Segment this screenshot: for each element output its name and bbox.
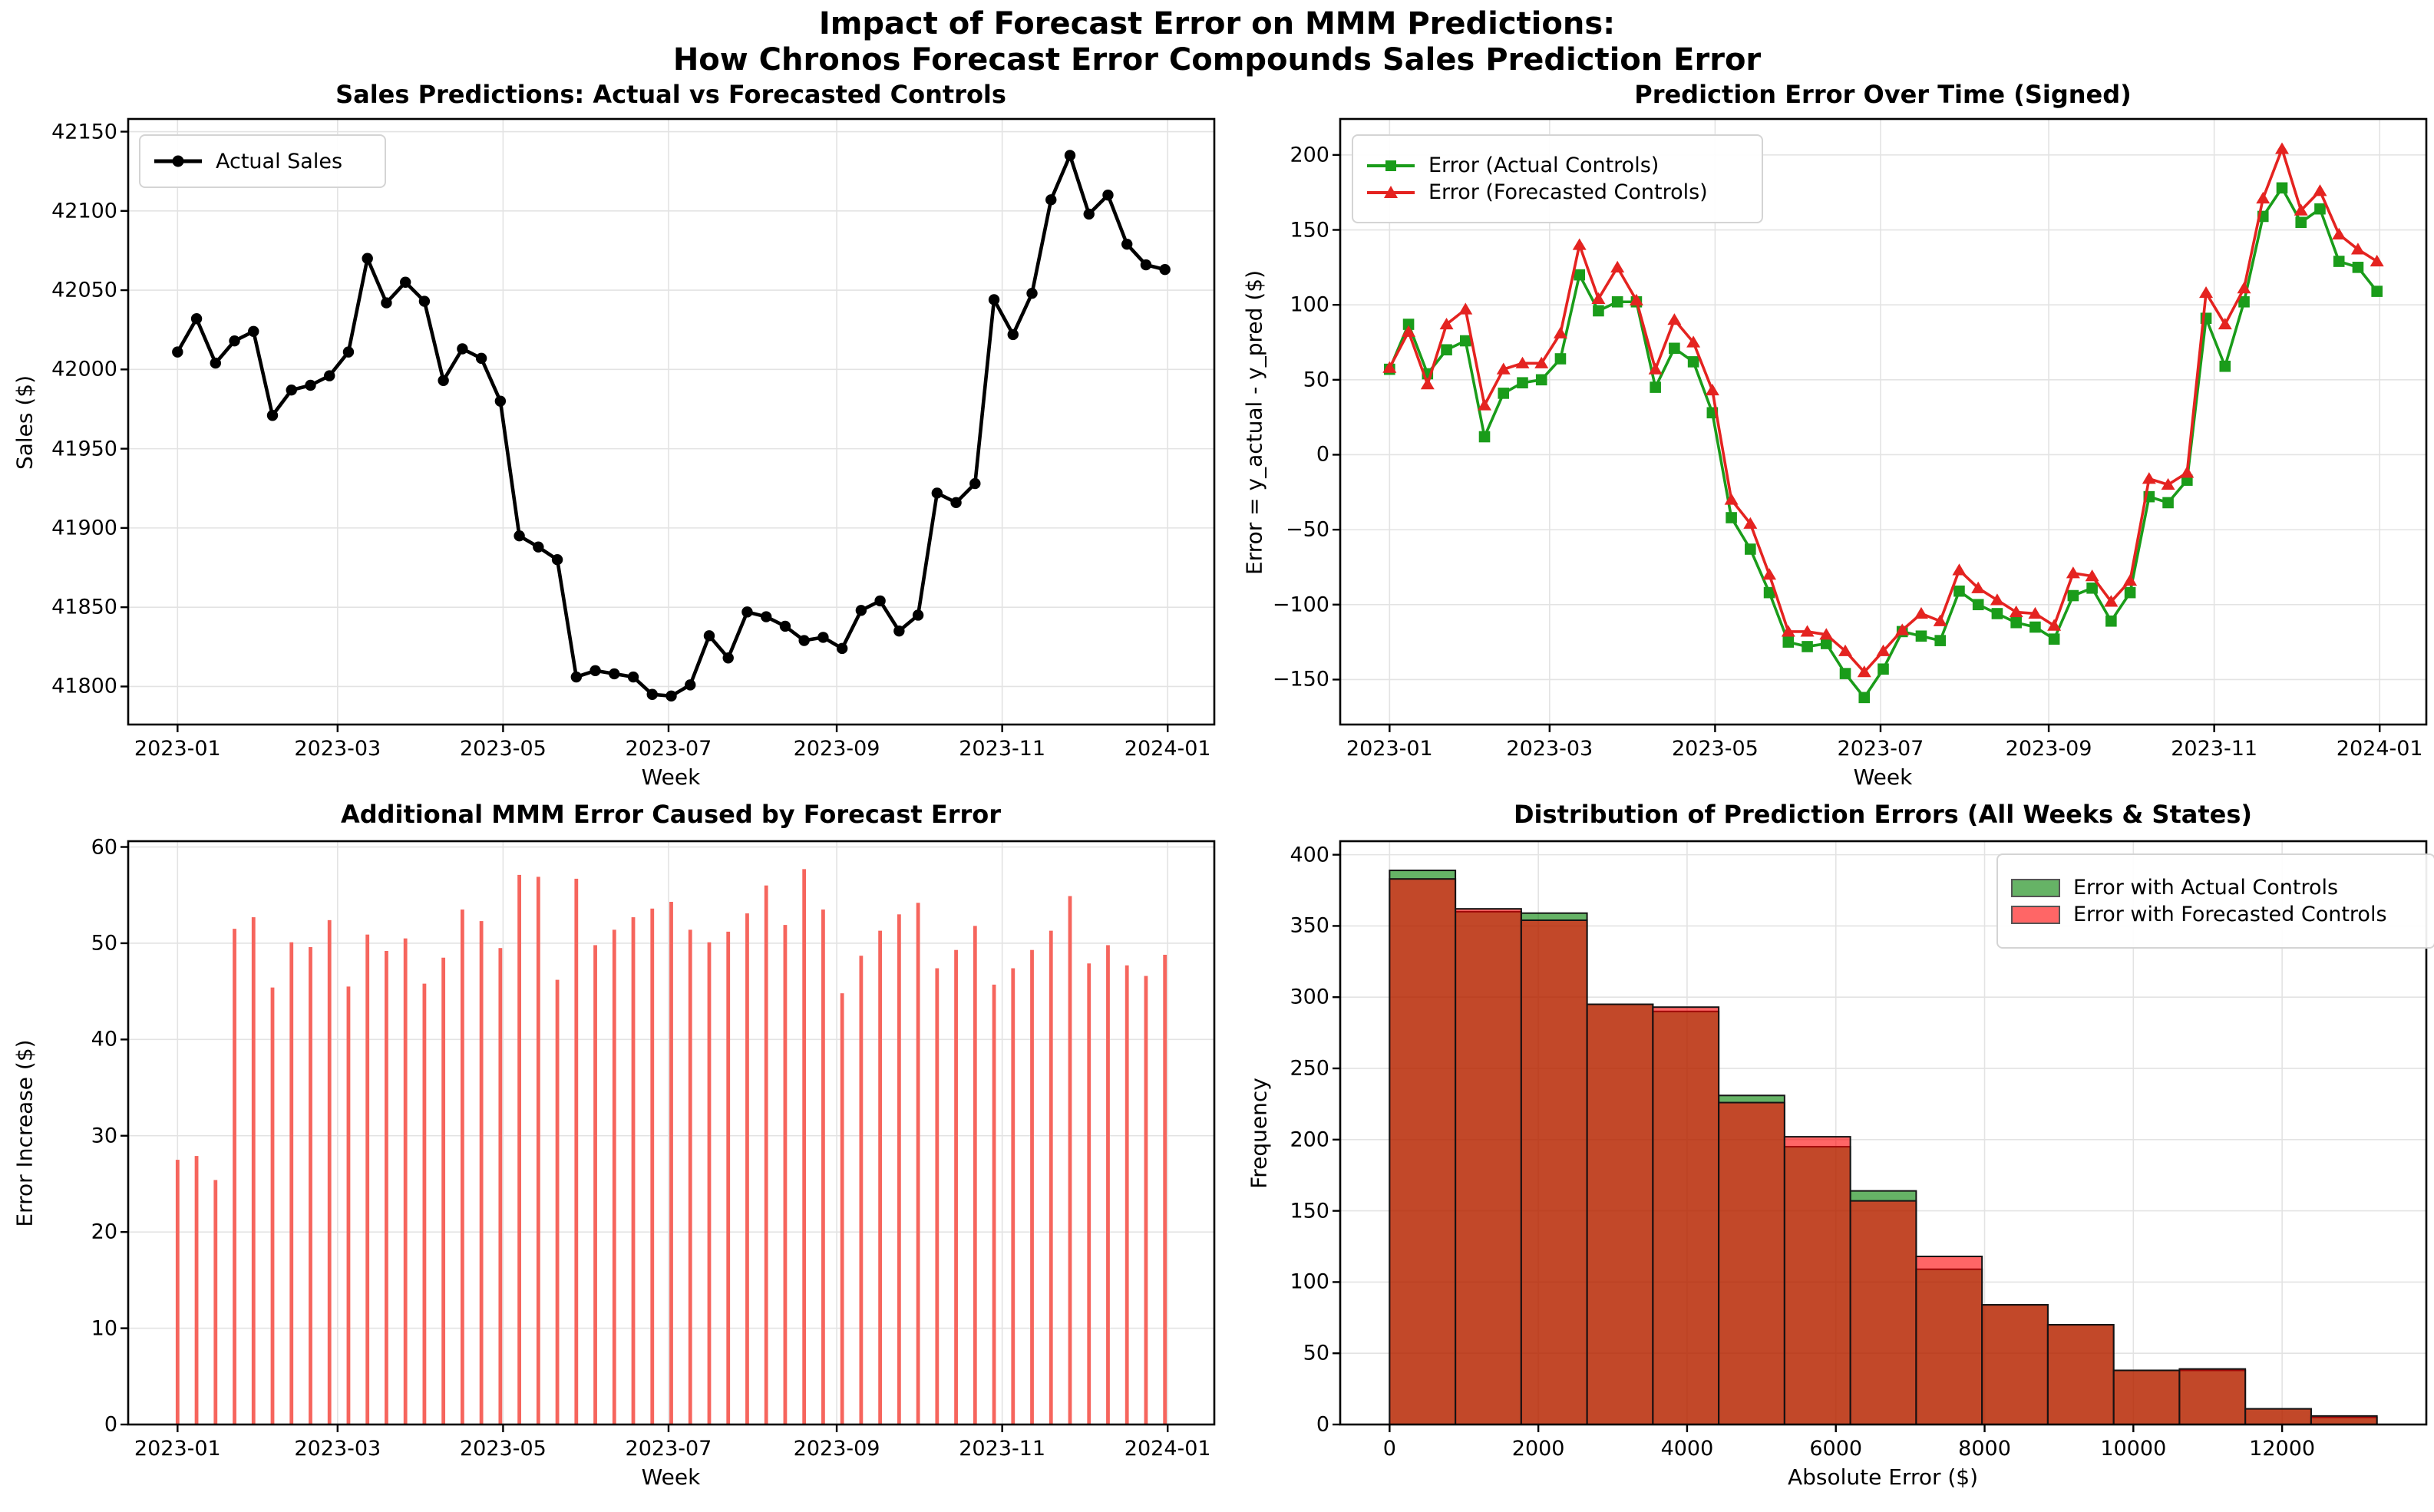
- legend-item: Error with Forecasted Controls: [2010, 903, 2422, 926]
- x-tick-label: 2023-11: [959, 1437, 1046, 1461]
- figure-title: Impact of Forecast Error on MMM Predicti…: [0, 6, 2434, 78]
- legend-marker-icon: [1367, 185, 1415, 198]
- x-tick-label: 4000: [1660, 1437, 1714, 1461]
- x-tick-label: 2023-05: [1671, 737, 1759, 761]
- legend-label: Error (Forecasted Controls): [1428, 180, 1708, 204]
- legend-marker-icon: [154, 155, 202, 167]
- legend-label: Error with Actual Controls: [2073, 876, 2339, 900]
- hist-chart-title: Distribution of Prediction Errors (All W…: [1513, 800, 2253, 829]
- y-tick-label: 41800: [51, 674, 117, 698]
- y-tick-label: 42050: [51, 278, 117, 302]
- x-tick-label: 2023-11: [959, 737, 1046, 761]
- x-tick-label: 2023-01: [134, 737, 221, 761]
- y-tick-label: 0: [104, 1412, 117, 1437]
- y-tick-label: 50: [91, 931, 117, 956]
- sales-x-axis-label: Week: [641, 764, 701, 790]
- y-tick-label: 200: [1290, 143, 1329, 167]
- legend-patch-icon: [2011, 878, 2060, 897]
- y-tick-label: −100: [1272, 593, 1329, 617]
- x-tick-label: 2000: [1511, 1437, 1565, 1461]
- y-tick-label: 150: [1290, 1199, 1329, 1223]
- error-x-axis-label: Week: [1853, 764, 1913, 790]
- x-tick-label: 2023-03: [294, 737, 381, 761]
- x-tick-label: 0: [1382, 1437, 1396, 1461]
- x-tick-label: 2023-11: [2171, 737, 2258, 761]
- y-tick-label: 0: [1316, 442, 1329, 467]
- y-tick-label: 30: [91, 1124, 117, 1148]
- figure-title-line1: Impact of Forecast Error on MMM Predicti…: [818, 6, 1616, 41]
- sales-legend: Actual Sales: [139, 134, 386, 188]
- legend-label: Error (Actual Controls): [1428, 154, 1660, 177]
- x-tick-label: 2023-07: [625, 737, 712, 761]
- x-tick-label: 2024-01: [2336, 737, 2423, 761]
- x-tick-label: 2023-09: [2005, 737, 2092, 761]
- y-tick-label: −150: [1272, 667, 1329, 692]
- x-tick-label: 2023-05: [459, 737, 547, 761]
- x-tick-label: 8000: [1958, 1437, 2011, 1461]
- error-y-axis-label: Error = y_actual - y_pred ($): [1241, 270, 1267, 576]
- x-tick-label: 2023-05: [459, 1437, 547, 1461]
- x-tick-label: 2023-01: [1346, 737, 1433, 761]
- y-tick-label: 50: [1303, 1341, 1329, 1365]
- legend-item: Error (Forecasted Controls): [1366, 180, 1749, 204]
- y-tick-label: 100: [1290, 292, 1329, 317]
- figure-title-line2: How Chronos Forecast Error Compounds Sal…: [672, 42, 1762, 78]
- legend-label: Error with Forecasted Controls: [2073, 903, 2387, 926]
- error-chart-title: Prediction Error Over Time (Signed): [1634, 80, 2132, 109]
- y-tick-label: 41850: [51, 595, 117, 619]
- x-tick-label: 2024-01: [1124, 737, 1211, 761]
- legend-marker-icon: [1367, 160, 1415, 171]
- y-tick-label: 41950: [51, 437, 117, 461]
- x-tick-label: 2023-01: [134, 1437, 221, 1461]
- y-tick-label: 0: [1316, 1412, 1329, 1437]
- y-tick-label: 42150: [51, 120, 117, 144]
- increase-x-axis-label: Week: [641, 1464, 701, 1490]
- x-tick-label: 2023-09: [793, 1437, 880, 1461]
- sales-chart-title: Sales Predictions: Actual vs Forecasted …: [335, 80, 1006, 109]
- y-tick-label: 41900: [51, 516, 117, 540]
- legend-label: Actual Sales: [216, 149, 343, 173]
- increase-chart-title: Additional MMM Error Caused by Forecast …: [340, 800, 1002, 829]
- hist-x-axis-label: Absolute Error ($): [1787, 1464, 1979, 1490]
- error-legend: Error (Actual Controls) Error (Forecasted…: [1352, 134, 1763, 223]
- y-tick-label: 350: [1290, 913, 1329, 938]
- y-tick-label: 150: [1290, 218, 1329, 243]
- legend-item: Error (Actual Controls): [1366, 154, 1749, 177]
- x-tick-label: 6000: [1809, 1437, 1863, 1461]
- y-tick-label: 250: [1290, 1056, 1329, 1081]
- x-tick-label: 12000: [2249, 1437, 2316, 1461]
- x-tick-label: 2023-07: [1837, 737, 1924, 761]
- x-tick-label: 10000: [2100, 1437, 2167, 1461]
- y-tick-label: 42100: [51, 199, 117, 223]
- y-tick-label: 50: [1303, 368, 1329, 392]
- y-tick-label: 10: [91, 1316, 117, 1341]
- y-tick-label: 100: [1290, 1269, 1329, 1294]
- y-tick-label: −50: [1286, 517, 1329, 542]
- y-tick-label: 20: [91, 1220, 117, 1244]
- x-tick-label: 2023-03: [1506, 737, 1593, 761]
- y-tick-label: 300: [1290, 985, 1329, 1009]
- y-tick-label: 400: [1290, 843, 1329, 867]
- y-tick-label: 60: [91, 835, 117, 860]
- legend-patch-icon: [2011, 905, 2060, 924]
- x-tick-label: 2023-03: [294, 1437, 381, 1461]
- y-tick-label: 40: [91, 1027, 117, 1051]
- x-tick-label: 2023-09: [793, 737, 880, 761]
- y-tick-label: 42000: [51, 357, 117, 381]
- x-tick-label: 2024-01: [1124, 1437, 1211, 1461]
- legend-item: Actual Sales: [153, 150, 372, 173]
- legend-item: Error with Actual Controls: [2010, 876, 2422, 900]
- y-tick-label: 200: [1290, 1127, 1329, 1152]
- hist-legend: Error with Actual Controls Error with For…: [1996, 853, 2434, 949]
- x-tick-label: 2023-07: [625, 1437, 712, 1461]
